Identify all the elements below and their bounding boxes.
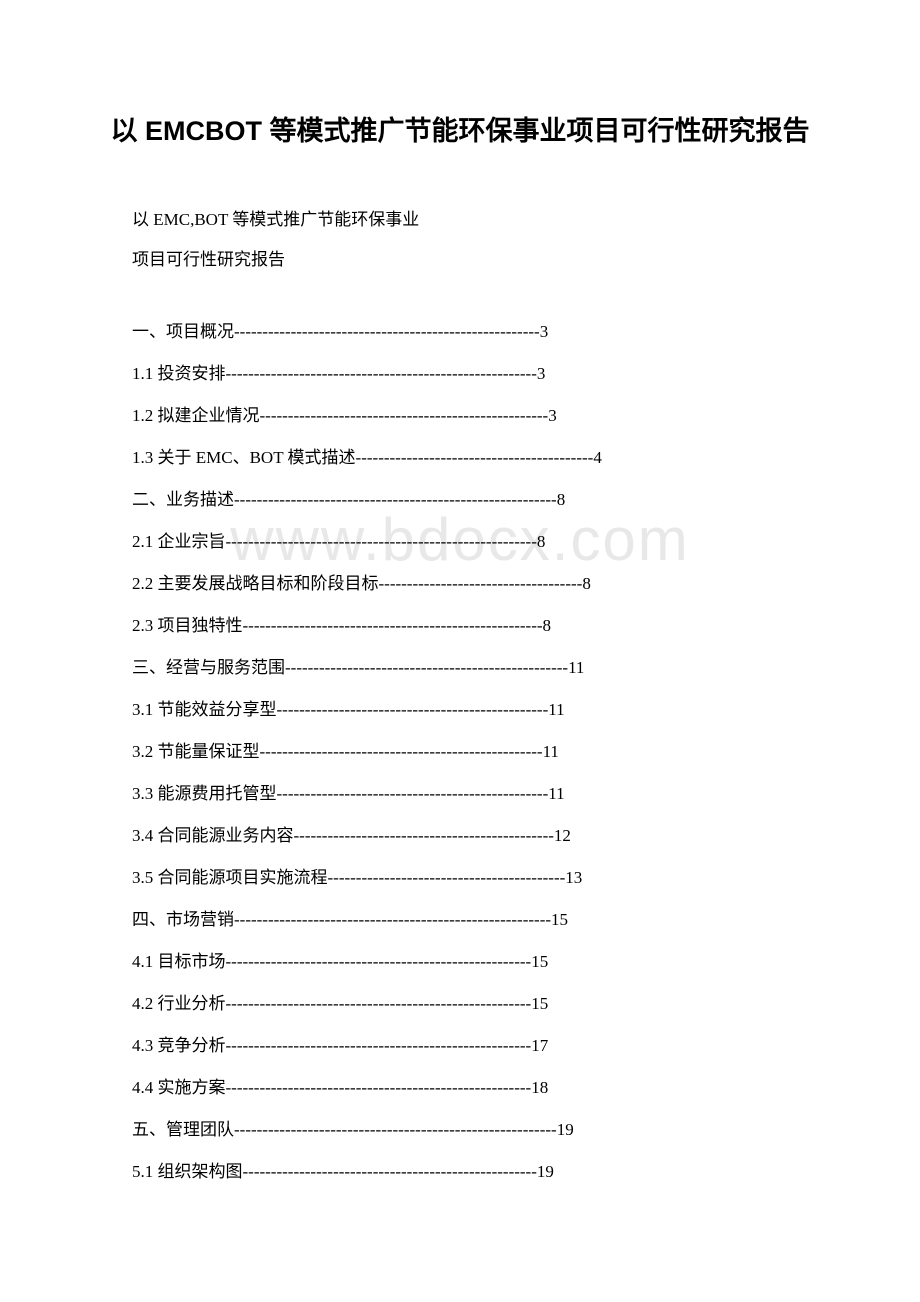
toc-label: 4.3 竞争分析 <box>132 1036 226 1055</box>
toc-page: 15 <box>551 910 568 929</box>
toc-leader: ----------------------------------------… <box>234 322 540 341</box>
toc-entry: 5.1 组织架构图-------------------------------… <box>90 1159 830 1185</box>
toc-leader: ----------------------------------------… <box>260 742 543 761</box>
toc-entry: 2.1 企业宗旨--------------------------------… <box>90 529 830 555</box>
toc-label: 1.3 关于 EMC、BOT 模式描述 <box>132 448 356 467</box>
toc-page: 19 <box>537 1162 554 1181</box>
toc-leader: ----------------------------------------… <box>285 658 568 677</box>
toc-entry: 3.5 合同能源项目实施流程--------------------------… <box>90 865 830 891</box>
toc-label: 二、业务描述 <box>132 490 234 509</box>
toc-label: 3.3 能源费用托管型 <box>132 784 277 803</box>
toc-leader: ----------------------------------------… <box>277 784 549 803</box>
toc-page: 18 <box>531 1078 548 1097</box>
toc-entry: 二、业务描述----------------------------------… <box>90 487 830 513</box>
toc-label: 四、市场营销 <box>132 910 234 929</box>
toc-page: 11 <box>543 742 559 761</box>
toc-leader: ----------------------------------------… <box>260 406 549 425</box>
toc-page: 3 <box>537 364 546 383</box>
toc-leader: ----------------------------------------… <box>226 994 532 1013</box>
toc-leader: ----------------------------------------… <box>226 1036 532 1055</box>
toc-label: 5.1 组织架构图 <box>132 1162 243 1181</box>
toc-label: 3.1 节能效益分享型 <box>132 700 277 719</box>
toc-leader: ----------------------------------------… <box>226 532 537 551</box>
toc-page: 11 <box>548 784 564 803</box>
toc-page: 12 <box>554 826 571 845</box>
toc-entry: 4.3 竞争分析--------------------------------… <box>90 1033 830 1059</box>
toc-entry: 4.2 行业分析--------------------------------… <box>90 991 830 1017</box>
toc-page: 3 <box>540 322 549 341</box>
toc-leader: ----------------------------------------… <box>243 616 543 635</box>
toc-page: 15 <box>531 952 548 971</box>
toc-entry: 1.1 投资安排--------------------------------… <box>90 361 830 387</box>
toc-page: 4 <box>593 448 602 467</box>
toc-entry: 五、管理团队----------------------------------… <box>90 1117 830 1143</box>
toc-entry: 2.3 项目独特性-------------------------------… <box>90 613 830 639</box>
table-of-contents: 一、项目概况----------------------------------… <box>90 319 830 1185</box>
toc-leader: ----------------------------------------… <box>234 490 557 509</box>
toc-leader: ----------------------------------------… <box>277 700 549 719</box>
toc-label: 五、管理团队 <box>132 1120 234 1139</box>
toc-label: 3.2 节能量保证型 <box>132 742 260 761</box>
toc-label: 三、经营与服务范围 <box>132 658 285 677</box>
toc-label: 4.2 行业分析 <box>132 994 226 1013</box>
toc-page: 19 <box>557 1120 574 1139</box>
toc-leader: ----------------------------------------… <box>234 910 551 929</box>
toc-page: 15 <box>531 994 548 1013</box>
toc-entry: 3.1 节能效益分享型-----------------------------… <box>90 697 830 723</box>
toc-page: 8 <box>557 490 566 509</box>
toc-page: 8 <box>543 616 552 635</box>
toc-page: 8 <box>537 532 546 551</box>
toc-label: 1.1 投资安排 <box>132 364 226 383</box>
toc-leader: ----------------------------------------… <box>294 826 554 845</box>
toc-entry: 1.2 拟建企业情况------------------------------… <box>90 403 830 429</box>
toc-entry: 一、项目概况----------------------------------… <box>90 319 830 345</box>
toc-leader: ------------------------------------ <box>379 574 583 593</box>
toc-entry: 2.2 主要发展战略目标和阶段目标-----------------------… <box>90 571 830 597</box>
toc-entry: 3.2 节能量保证型------------------------------… <box>90 739 830 765</box>
toc-page: 17 <box>531 1036 548 1055</box>
toc-leader: ----------------------------------------… <box>328 868 566 887</box>
toc-leader: ----------------------------------------… <box>226 364 537 383</box>
toc-label: 3.5 合同能源项目实施流程 <box>132 868 328 887</box>
toc-leader: ----------------------------------------… <box>226 952 532 971</box>
toc-entry: 3.4 合同能源业务内容----------------------------… <box>90 823 830 849</box>
toc-label: 2.2 主要发展战略目标和阶段目标 <box>132 574 379 593</box>
toc-leader: ----------------------------------------… <box>356 448 594 467</box>
toc-page: 11 <box>568 658 584 677</box>
toc-label: 2.1 企业宗旨 <box>132 532 226 551</box>
toc-leader: ----------------------------------------… <box>226 1078 532 1097</box>
toc-entry: 1.3 关于 EMC、BOT 模式描述---------------------… <box>90 445 830 471</box>
toc-leader: ----------------------------------------… <box>234 1120 557 1139</box>
toc-entry: 4.4 实施方案--------------------------------… <box>90 1075 830 1101</box>
toc-entry: 3.3 能源费用托管型-----------------------------… <box>90 781 830 807</box>
toc-label: 2.3 项目独特性 <box>132 616 243 635</box>
document-title: 以 EMCBOT 等模式推广节能环保事业项目可行性研究报告 <box>90 110 830 153</box>
subtitle-line-2: 项目可行性研究报告 <box>90 243 830 277</box>
toc-leader: ----------------------------------------… <box>243 1162 537 1181</box>
toc-label: 1.2 拟建企业情况 <box>132 406 260 425</box>
toc-label: 一、项目概况 <box>132 322 234 341</box>
toc-label: 4.1 目标市场 <box>132 952 226 971</box>
toc-entry: 四、市场营销----------------------------------… <box>90 907 830 933</box>
toc-label: 3.4 合同能源业务内容 <box>132 826 294 845</box>
toc-label: 4.4 实施方案 <box>132 1078 226 1097</box>
toc-page: 3 <box>548 406 557 425</box>
toc-entry: 三、经营与服务范围-------------------------------… <box>90 655 830 681</box>
toc-page: 8 <box>582 574 591 593</box>
toc-page: 11 <box>548 700 564 719</box>
toc-entry: 4.1 目标市场--------------------------------… <box>90 949 830 975</box>
document-content: 以 EMCBOT 等模式推广节能环保事业项目可行性研究报告 以 EMC,BOT … <box>90 110 830 1185</box>
subtitle-line-1: 以 EMC,BOT 等模式推广节能环保事业 <box>90 203 830 237</box>
toc-page: 13 <box>565 868 582 887</box>
